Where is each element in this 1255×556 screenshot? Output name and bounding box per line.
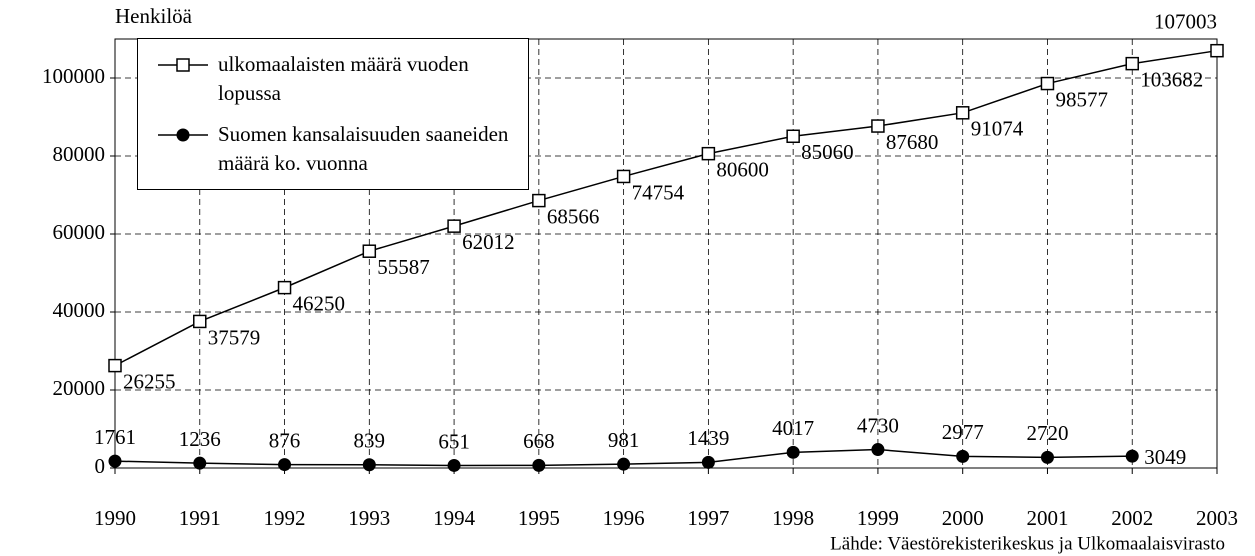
marker [786,129,800,144]
y-tick-label: 60000 [53,220,106,244]
marker [532,193,546,208]
source: Lähde: Väestörekisterikeskus ja Ulkomaal… [830,533,1225,554]
x-tick-label: 1994 [433,506,476,530]
marker [1125,449,1139,463]
marker [532,458,546,472]
marker [108,358,122,373]
y-tick-label: 20000 [53,376,106,400]
marker [447,219,461,233]
x-tick-label: 2001 [1026,506,1068,530]
data-label: 87680 [886,130,939,154]
x-tick-label: 1991 [179,506,221,530]
marker [277,280,292,295]
data-label: 2977 [942,420,984,444]
marker [616,169,631,184]
data-label: 68566 [547,204,600,228]
data-label: 651 [438,429,470,453]
marker [193,314,207,329]
marker [617,457,631,471]
marker [1125,56,1139,71]
data-label: 80600 [716,157,769,181]
data-label: 98577 [1055,87,1108,111]
marker [871,443,885,457]
x-tick-label: 1999 [857,506,899,530]
data-label: 1761 [94,425,136,449]
data-label: 103682 [1140,67,1203,91]
data-label: 62012 [462,230,514,254]
y-tick-label: 0 [95,454,106,478]
marker [1040,76,1055,91]
legend-entry: ulkomaalaisten määrä vuoden lopussa [218,52,469,105]
x-tick-label: 1998 [772,506,814,530]
x-tick-label: 2002 [1111,506,1153,530]
legend: ulkomaalaisten määrä vuoden lopussa Suom… [137,38,529,190]
marker [956,449,970,463]
data-label: 668 [523,429,555,453]
x-tick-label: 1992 [264,506,306,530]
marker [701,146,716,161]
y-tick-label: 80000 [53,142,106,166]
legend-marker [176,58,190,72]
x-tick-label: 1996 [603,506,645,530]
x-tick-label: 1993 [348,506,390,530]
data-label: 46250 [293,291,346,315]
data-label: 4730 [857,413,899,437]
data-label: 74754 [632,180,685,204]
x-tick-label: 1997 [687,506,729,530]
data-label: 85060 [801,140,854,164]
y-tick-label: 40000 [53,298,106,322]
series-line [114,49,1218,367]
x-tick-label: 2003 [1196,506,1238,530]
marker [701,455,715,469]
legend-entry: Suomen kansalaisuuden saaneiden määrä ko… [218,122,509,175]
x-tick-label: 2000 [942,506,984,530]
x-tick-label: 1990 [94,506,136,530]
data-label: 26255 [123,369,176,393]
legend-keys [158,58,208,142]
y-tick-label: 100000 [42,64,105,88]
data-label: 107003 [1154,10,1217,34]
marker [447,458,461,472]
marker [362,458,376,472]
marker [1040,450,1054,464]
data-label: 1439 [687,426,729,450]
data-label: 1236 [179,427,221,451]
marker [871,119,885,133]
data-label: 2720 [1026,421,1068,445]
marker [108,454,122,468]
marker [1210,43,1224,58]
plot-area [114,38,1218,469]
y-axis-label: Henkilöä [115,4,193,28]
data-label: 839 [354,429,386,453]
data-label: 91074 [971,117,1024,141]
marker [193,456,207,470]
marker [955,106,970,120]
x-tick-label: 1995 [518,506,560,530]
marker [786,445,800,459]
data-label: 4017 [772,416,814,440]
data-label: 3049 [1144,445,1186,469]
legend-marker [176,128,190,142]
data-label: 37579 [208,325,261,349]
marker [278,458,292,472]
data-label: 55587 [377,255,430,279]
data-label: 981 [608,428,640,452]
data-label: 876 [269,428,301,452]
marker [362,244,377,258]
